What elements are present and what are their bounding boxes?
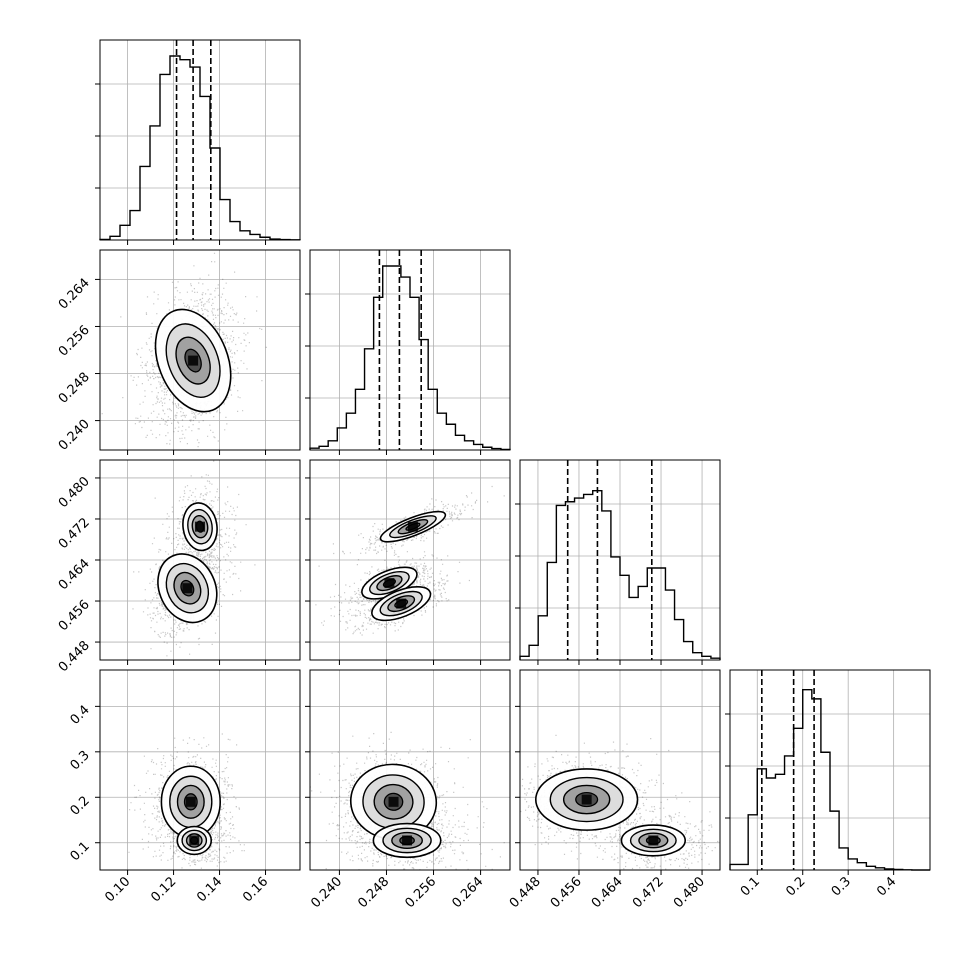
- panel-x-tick-label: 0.12: [148, 874, 179, 905]
- panel-y-tick-label: 0.472: [56, 515, 93, 552]
- hist-x-tick-label: 0.1: [738, 874, 763, 899]
- hist-x-tick-label: 0.3: [829, 874, 854, 899]
- density-peak: [185, 796, 196, 807]
- panel-y-tick-label: 0.480: [56, 474, 93, 511]
- density-peak: [384, 578, 395, 589]
- panel-y-tick-label: 0.448: [56, 638, 93, 675]
- panel-y-tick-label: 0.456: [56, 597, 93, 634]
- panel-x-tick-label: 0.472: [630, 874, 667, 911]
- hist-frame: [99, 39, 301, 241]
- panel-frame: [99, 459, 301, 661]
- panel-x-tick-label: 0.240: [308, 874, 345, 911]
- histogram-line: [519, 490, 721, 660]
- panel-x-tick-label: 0.456: [548, 874, 585, 911]
- density-peak: [189, 835, 200, 846]
- panel-x-tick-label: 0.264: [449, 874, 486, 911]
- panel-x-tick-label: 0.10: [102, 874, 133, 905]
- density-peak: [388, 796, 399, 807]
- panel-frame: [309, 669, 511, 871]
- panel-content: [520, 734, 719, 870]
- panel-y-tick-label: 0.248: [56, 370, 93, 407]
- density-peak: [396, 598, 407, 609]
- histogram-line: [309, 265, 511, 451]
- hist-frame: [729, 669, 931, 871]
- hist-panel-3: 0.1 0.2 0.3 0.4: [725, 669, 931, 899]
- panel-content: [310, 731, 505, 870]
- scatter-panel-0-1: 0.240 0.248 0.256 0.264: [56, 249, 301, 455]
- density-peak: [182, 583, 193, 594]
- histogram-line: [99, 55, 301, 241]
- density-peak: [581, 794, 592, 805]
- scatter-panel-1-3: 0.240 0.248 0.256 0.264: [305, 669, 511, 911]
- hist-x-tick-label: 0.4: [874, 874, 899, 899]
- panel-x-tick-label: 0.14: [194, 874, 225, 905]
- panel-content: [132, 460, 256, 657]
- panel-frame: [519, 669, 721, 871]
- hist-panel-2: [515, 459, 721, 665]
- scatter-panel-0-3: 0.10 0.12 0.14 0.16 0.1 0.2 0.3 0.4: [68, 669, 301, 905]
- density-peak: [402, 835, 413, 846]
- panel-y-tick-label: 0.2: [68, 793, 93, 818]
- hist-panel-1: [305, 249, 511, 455]
- scatter-panel-1-2: [305, 459, 511, 665]
- panel-x-tick-label: 0.448: [507, 874, 544, 911]
- panel-x-tick-label: 0.16: [240, 874, 271, 905]
- density-peak: [195, 521, 205, 532]
- panel-x-tick-label: 0.464: [589, 874, 626, 911]
- panel-frame: [99, 249, 301, 451]
- hist-panel-0: [95, 39, 301, 245]
- hist-x-tick-label: 0.2: [783, 874, 808, 899]
- density-peak: [407, 521, 418, 532]
- scatter-panel-2-3: 0.448 0.456 0.464 0.472 0.480: [507, 669, 721, 911]
- panel-y-tick-label: 0.4: [68, 703, 93, 728]
- density-peak: [648, 835, 659, 846]
- panel-y-tick-label: 0.264: [56, 276, 93, 313]
- scatter-panel-0-2: 0.448 0.456 0.464 0.472 0.480: [56, 459, 301, 675]
- panel-y-tick-label: 0.1: [68, 839, 93, 864]
- panel-y-tick-label: 0.256: [56, 323, 93, 360]
- panel-frame: [99, 669, 301, 871]
- panel-x-tick-label: 0.248: [355, 874, 392, 911]
- panel-content: [101, 252, 267, 450]
- hist-frame: [309, 249, 511, 451]
- panel-y-tick-label: 0.464: [56, 556, 93, 593]
- panel-y-tick-label: 0.240: [56, 417, 93, 454]
- hist-frame: [519, 459, 721, 661]
- panel-x-tick-label: 0.480: [671, 874, 708, 911]
- panel-y-tick-label: 0.3: [68, 748, 93, 773]
- density-peak: [188, 355, 199, 366]
- panel-content: [128, 733, 245, 870]
- scatter-points: [315, 485, 505, 636]
- panel-content: [315, 485, 505, 636]
- panel-frame: [309, 459, 511, 661]
- panel-x-tick-label: 0.256: [402, 874, 439, 911]
- histogram-line: [729, 688, 930, 871]
